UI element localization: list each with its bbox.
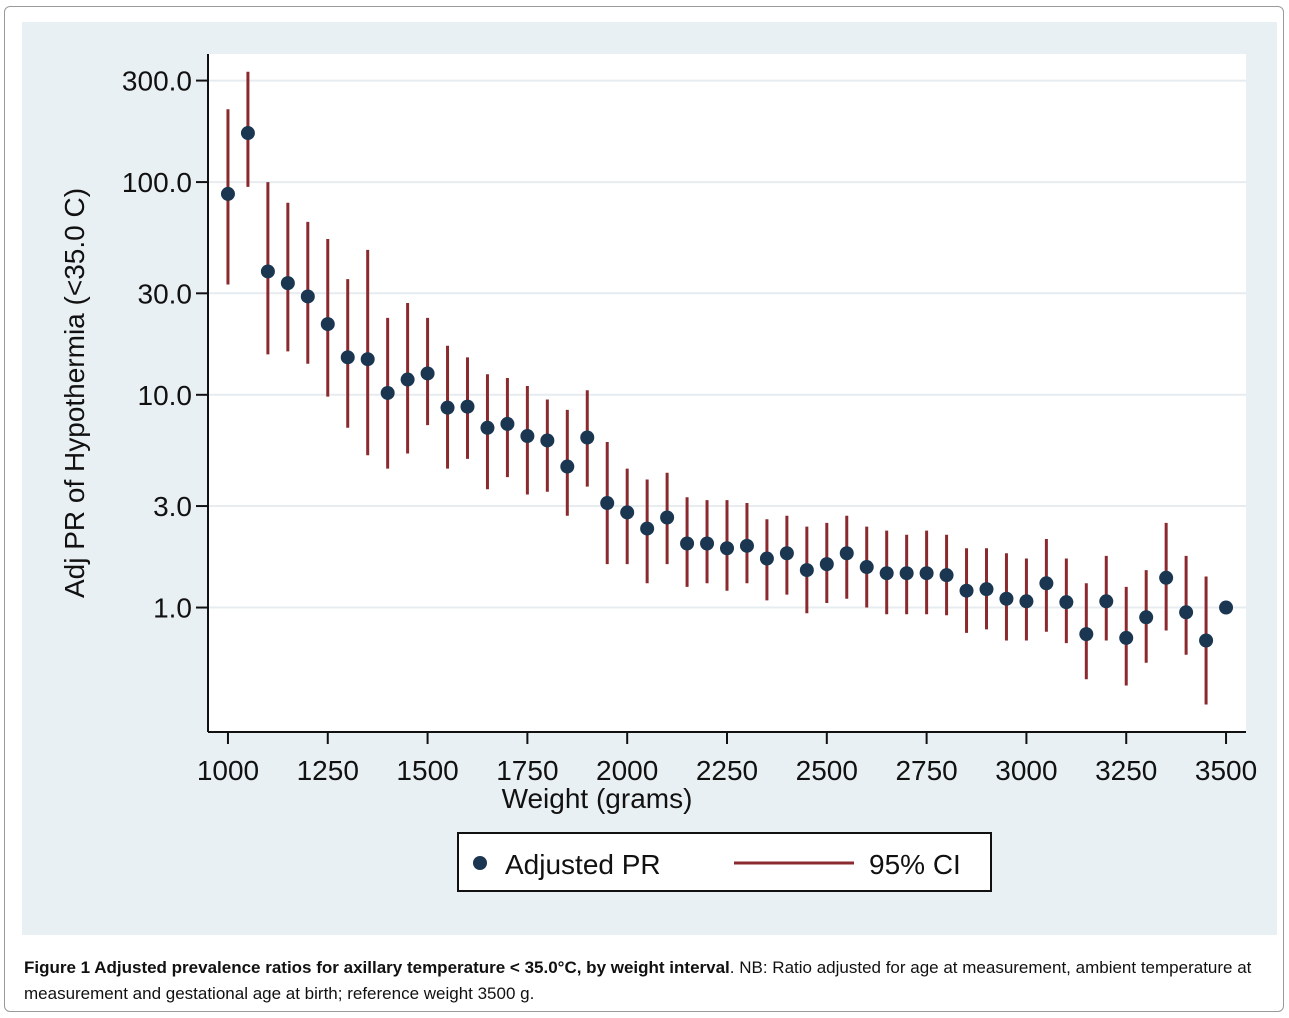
data-point xyxy=(240,126,255,141)
data-point xyxy=(720,541,734,556)
data-point xyxy=(999,591,1014,606)
data-point xyxy=(380,385,395,400)
y-tick-label: 300.0 xyxy=(122,66,192,97)
x-tick-label: 3250 xyxy=(1095,755,1157,786)
data-point xyxy=(360,352,375,367)
data-point xyxy=(839,546,854,561)
data-point xyxy=(1099,594,1114,609)
data-point xyxy=(680,536,695,551)
data-point xyxy=(600,496,615,511)
caption-text: . NB: Ratio adjusted for age at measurem… xyxy=(24,958,1252,1003)
figure-frame xyxy=(4,6,1284,1012)
legend: Adjusted PR 95% CI xyxy=(457,832,992,892)
data-point xyxy=(460,399,475,414)
y-tick-label: 10.0 xyxy=(138,380,193,411)
data-point xyxy=(400,372,415,387)
data-point xyxy=(959,583,974,598)
data-point xyxy=(260,264,275,279)
x-tick-label: 1750 xyxy=(496,755,558,786)
figure-caption: Figure 1 Adjusted prevalence ratios for … xyxy=(24,955,1279,1007)
data-point xyxy=(1199,633,1214,648)
data-point xyxy=(500,416,515,431)
data-point xyxy=(520,429,535,444)
data-point xyxy=(440,400,455,415)
data-point xyxy=(779,546,794,561)
x-axis-label: Weight (grams) xyxy=(502,783,693,814)
data-point xyxy=(919,566,934,581)
data-point xyxy=(799,563,814,578)
x-tick-label: 1000 xyxy=(197,755,259,786)
data-point xyxy=(759,551,774,566)
data-point xyxy=(660,510,675,525)
chart: 1.0 3.0 10.0 30.0 100.0 300.0 1000 1250 1500 1750… xyxy=(59,54,1257,892)
data-point xyxy=(1219,600,1234,615)
data-point xyxy=(1079,627,1094,642)
x-tick-label: 2750 xyxy=(895,755,957,786)
data-point xyxy=(560,459,575,474)
data-point xyxy=(1139,610,1154,625)
data-point xyxy=(320,317,335,332)
y-tick-label: 30.0 xyxy=(138,278,193,309)
data-point xyxy=(540,433,555,448)
data-point xyxy=(640,521,655,536)
legend-label-point: Adjusted PR xyxy=(505,849,661,880)
data-point xyxy=(220,186,235,201)
x-tick-label: 3500 xyxy=(1195,755,1257,786)
data-point xyxy=(1019,594,1034,609)
data-point xyxy=(1179,605,1194,620)
data-point xyxy=(300,289,315,304)
data-point xyxy=(1159,570,1174,585)
data-point xyxy=(739,538,754,553)
x-tick-label: 2500 xyxy=(796,755,858,786)
data-point xyxy=(859,560,874,575)
data-point xyxy=(340,350,355,365)
x-tick-label: 1500 xyxy=(396,755,458,786)
y-tick-label: 3.0 xyxy=(153,491,192,522)
y-tick-label: 100.0 xyxy=(122,167,192,198)
axes: 1.0 3.0 10.0 30.0 100.0 300.0 1000 1250 1500 1750… xyxy=(122,54,1257,786)
legend-point-marker xyxy=(473,856,487,870)
y-axis-label: Adj PR of Hypothermia (<35.0 C) xyxy=(59,188,90,598)
caption-title: Figure 1 Adjusted prevalence ratios for … xyxy=(24,958,730,977)
data-point xyxy=(480,420,495,435)
data-point xyxy=(420,366,435,381)
data-point xyxy=(700,536,715,551)
data-point xyxy=(580,430,595,445)
data-point xyxy=(819,557,834,572)
legend-box xyxy=(457,832,992,892)
data-point xyxy=(620,505,635,520)
data-point xyxy=(939,568,954,583)
data-point xyxy=(879,566,894,581)
y-tick-label: 1.0 xyxy=(153,593,192,624)
point-series xyxy=(220,126,1234,648)
data-point xyxy=(899,566,914,581)
x-tick-label: 2000 xyxy=(596,755,658,786)
legend-label-ci: 95% CI xyxy=(869,849,961,880)
data-point xyxy=(280,276,295,291)
data-point xyxy=(1059,595,1074,610)
x-tick-label: 3000 xyxy=(995,755,1057,786)
data-point xyxy=(979,582,994,597)
x-tick-label: 1250 xyxy=(297,755,359,786)
data-point xyxy=(1119,630,1134,645)
data-point xyxy=(1039,576,1054,591)
x-tick-label: 2250 xyxy=(696,755,758,786)
